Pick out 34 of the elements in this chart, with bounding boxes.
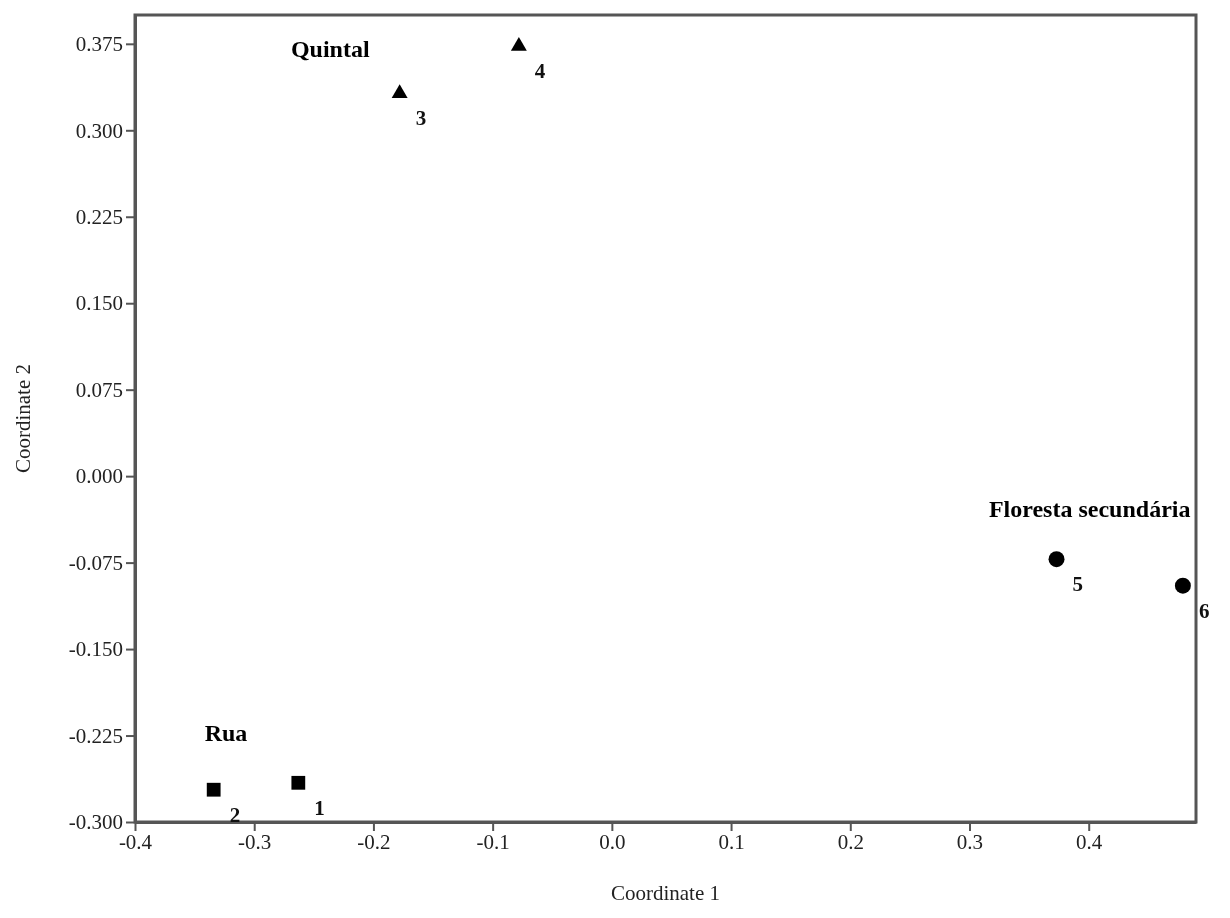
y-tick-label: 0.375 (75, 32, 123, 57)
point (1174, 577, 1191, 594)
x-tick-label: 0.3 (956, 829, 984, 854)
series-label: Rua (204, 719, 248, 746)
point (206, 782, 221, 797)
y-tick-label: -0.075 (68, 550, 123, 575)
y-tick-label: -0.225 (68, 723, 123, 748)
x-tick-label: 0.4 (1076, 829, 1103, 854)
y-tick-label: 0.150 (75, 291, 123, 316)
annotation: 5 (1072, 572, 1084, 597)
x-tick-label: -0.3 (238, 829, 272, 854)
point (291, 775, 306, 790)
y-tick-label: 0.300 (75, 118, 123, 143)
x-tick-label: 0.1 (718, 829, 745, 854)
annotation: 2 (229, 802, 241, 827)
y-tick-label: 0.000 (75, 464, 123, 489)
x-tick-label: -0.2 (357, 829, 391, 854)
x-tick-label: 0.2 (837, 829, 864, 854)
annotation: 1 (314, 795, 325, 820)
y-tick-label: 0.225 (75, 204, 123, 229)
annotation: 3 (415, 106, 427, 131)
y-tick-label: 0.075 (75, 377, 123, 402)
annotation: 4 (534, 59, 546, 84)
series-label: Quintal (290, 36, 370, 63)
y-tick-label: -0.150 (68, 637, 123, 662)
text: Floresta secundária (988, 496, 1191, 523)
x-axis-title: Coordinate 1 (610, 881, 721, 905)
point (391, 84, 408, 98)
x-tick-label: 0.0 (599, 829, 626, 854)
point (1048, 551, 1065, 568)
annotation: 6 (1198, 598, 1210, 623)
y-axis-title: Coordinate 2 (11, 363, 35, 474)
x-tick-label: -0.1 (476, 829, 510, 854)
point (510, 36, 527, 51)
